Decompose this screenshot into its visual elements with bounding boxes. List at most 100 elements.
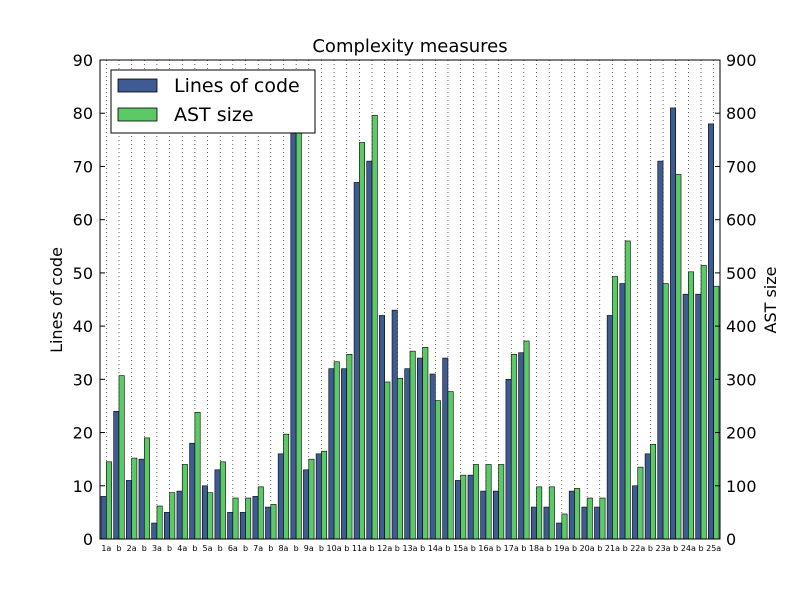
x-tick-label: b <box>673 544 678 553</box>
y-tick-label-right: 300 <box>726 370 757 389</box>
bar-ast-size <box>422 347 429 540</box>
bar-lines-of-code <box>568 490 575 540</box>
x-tick-label: 15a <box>453 544 468 553</box>
y-tick-label-left: 80 <box>73 104 93 123</box>
bar-ast-size <box>321 450 328 540</box>
bar-lines-of-code <box>353 182 360 540</box>
y-tick-label-right: 400 <box>726 317 757 336</box>
x-tick-label: b <box>648 544 653 553</box>
y-tick-label-right: 900 <box>726 51 757 70</box>
bar-lines-of-code <box>227 512 234 540</box>
bar-ast-size <box>384 381 391 540</box>
x-tick-label: b <box>521 544 526 553</box>
x-tick-label: 8a <box>278 544 288 553</box>
x-tick-label: b <box>623 544 628 553</box>
bar-lines-of-code <box>632 485 639 540</box>
chart-title: Complexity measures <box>312 36 507 57</box>
bar-lines-of-code <box>290 112 297 540</box>
bar-lines-of-code <box>404 368 411 540</box>
x-tick-label: 21a <box>605 544 620 553</box>
x-tick-label: 3a <box>152 544 162 553</box>
bar-ast-size <box>485 464 492 540</box>
bar-lines-of-code <box>201 485 208 540</box>
bar-lines-of-code <box>189 442 196 540</box>
x-tick-label: b <box>547 544 552 553</box>
x-tick-label: 17a <box>504 544 519 553</box>
bar-ast-size <box>295 112 302 540</box>
bar-ast-size <box>637 466 644 540</box>
bar-lines-of-code <box>417 357 423 540</box>
bar-lines-of-code <box>151 522 158 540</box>
bar-lines-of-code <box>581 506 588 540</box>
bar-ast-size <box>371 115 378 540</box>
bar-ast-size <box>599 497 606 540</box>
legend-swatch-ast-size <box>117 107 158 122</box>
x-tick-label: 11a <box>352 544 367 553</box>
legend-label-ast-size: AST size <box>174 104 254 126</box>
bar-ast-size <box>245 497 252 540</box>
bar-lines-of-code <box>695 293 702 540</box>
bar-ast-size <box>156 505 163 540</box>
x-tick-label: b <box>420 544 425 553</box>
x-tick-label: 9a <box>304 544 314 553</box>
bar-lines-of-code <box>341 368 348 540</box>
bar-lines-of-code <box>239 512 246 540</box>
bar-lines-of-code <box>606 315 613 540</box>
bar-lines-of-code <box>454 480 461 540</box>
bar-lines-of-code <box>619 283 626 540</box>
x-tick-label: b <box>243 544 248 553</box>
bar-lines-of-code <box>176 490 183 540</box>
bar-ast-size <box>257 486 264 540</box>
bar-ast-size <box>612 276 619 540</box>
x-tick-label: b <box>319 544 324 553</box>
legend-label-lines-of-code: Lines of code <box>174 75 300 97</box>
x-tick-label: b <box>218 544 223 553</box>
bar-ast-size <box>574 488 581 540</box>
bar-ast-size <box>181 464 188 540</box>
bar-lines-of-code <box>391 309 398 540</box>
bar-lines-of-code <box>126 480 132 540</box>
y-tick-label-left: 60 <box>73 211 93 230</box>
bar-ast-size <box>283 433 290 540</box>
x-tick-label: b <box>572 544 577 553</box>
bar-ast-size <box>650 443 657 540</box>
bar-ast-size <box>472 464 479 540</box>
bar-lines-of-code <box>657 160 664 540</box>
bar-lines-of-code <box>505 379 512 540</box>
bar-lines-of-code <box>644 453 651 540</box>
bar-lines-of-code <box>265 506 272 540</box>
y-tick-label-right: 700 <box>726 157 757 176</box>
legend: Lines of code AST size <box>110 69 316 134</box>
bar-ast-size <box>270 504 277 540</box>
x-tick-label: b <box>167 544 172 553</box>
bar-ast-size <box>397 377 403 540</box>
y-tick-label-right: 800 <box>726 104 757 123</box>
x-tick-label: b <box>597 544 602 553</box>
x-tick-label: 2a <box>127 544 137 553</box>
bar-lines-of-code <box>366 160 373 540</box>
bar-ast-size <box>688 271 694 540</box>
plot-frame <box>99 59 721 540</box>
x-tick-label: b <box>395 544 400 553</box>
bar-ast-size <box>662 283 669 540</box>
y-axis-label-left: Lines of code <box>47 247 66 353</box>
bar-ast-size <box>143 437 150 540</box>
bar-ast-size <box>700 265 707 540</box>
bar-ast-size <box>232 497 239 540</box>
y-tick-label-left: 40 <box>73 317 93 336</box>
x-tick-label: 4a <box>177 544 187 553</box>
ticks-layer: 1a b 2a b 3a b 4a b 5a b 6a b 7a b 8a b 9a b 10a b 11a b 12a b 1… <box>73 51 757 553</box>
legend-swatch-lines-of-code <box>117 78 158 93</box>
bar-ast-size <box>308 458 315 540</box>
bar-lines-of-code <box>670 107 677 540</box>
bar-lines-of-code <box>100 496 107 540</box>
x-tick-label: 1a <box>101 544 111 553</box>
y-tick-label-left: 70 <box>73 157 93 176</box>
bar-ast-size <box>106 461 112 540</box>
y-axis-label-right: AST size <box>761 267 780 334</box>
y-tick-label-right: 100 <box>726 477 757 496</box>
bar-ast-size <box>460 474 467 540</box>
y-tick-label-left: 20 <box>73 424 93 443</box>
bar-ast-size <box>359 142 366 540</box>
